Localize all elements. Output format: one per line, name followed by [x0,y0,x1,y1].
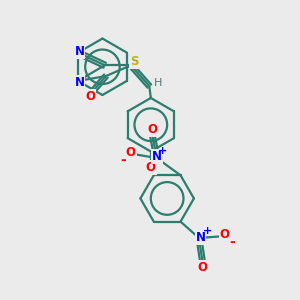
Text: H: H [154,78,162,88]
Text: N: N [195,232,206,244]
Text: +: + [203,226,212,236]
Text: N: N [74,45,85,58]
Text: -: - [121,153,126,167]
Text: N: N [152,150,162,163]
Text: -: - [229,235,235,249]
Text: O: O [220,229,230,242]
Text: O: O [147,123,157,136]
Text: +: + [158,146,167,156]
Text: N: N [74,76,85,89]
Text: O: O [126,146,136,160]
Text: O: O [146,161,156,174]
Text: O: O [197,261,208,274]
Text: S: S [130,55,139,68]
Text: O: O [85,90,95,104]
